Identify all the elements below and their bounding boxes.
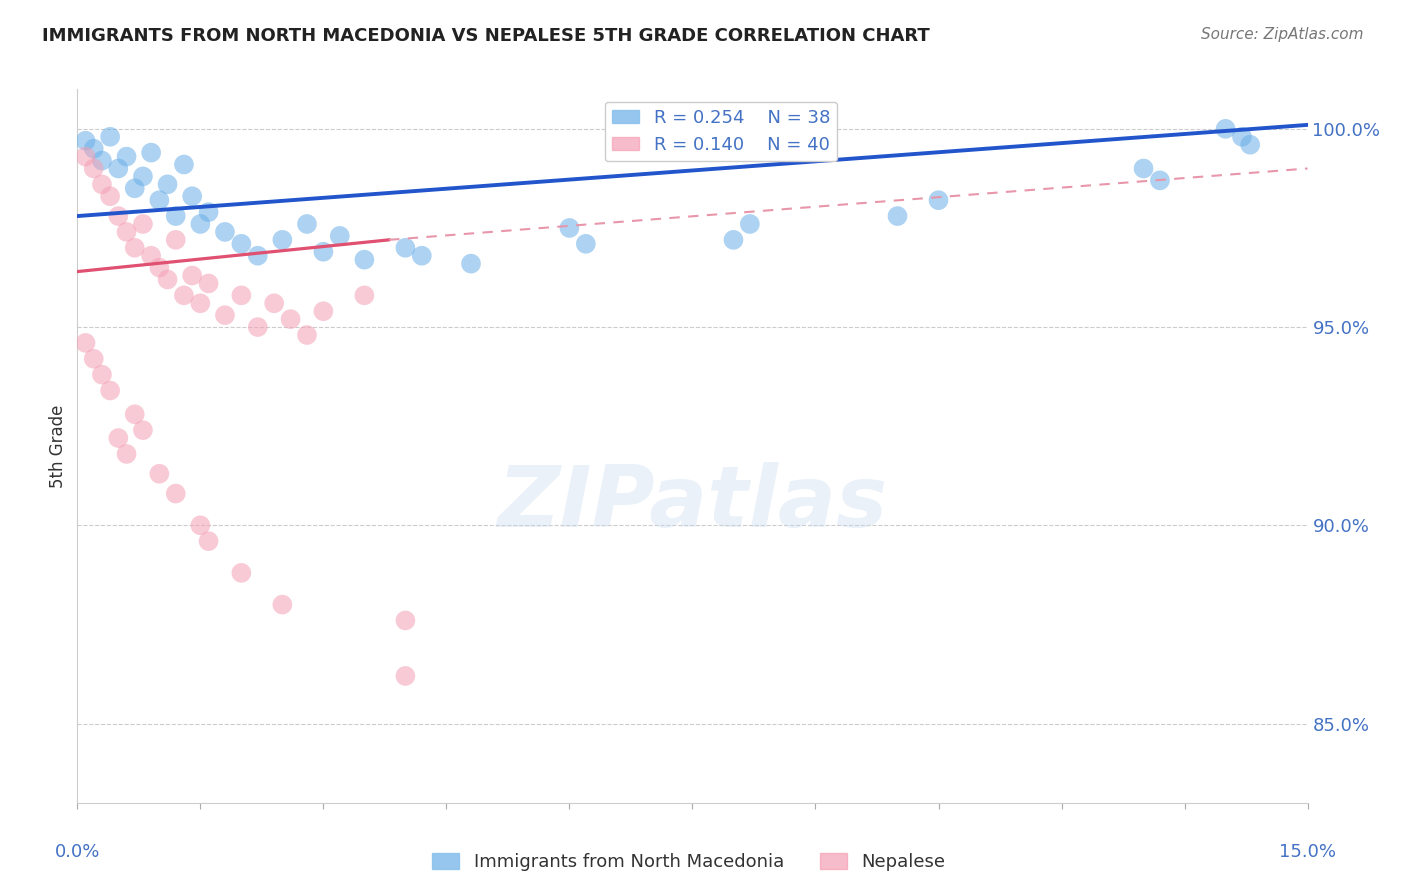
Legend: R = 0.254    N = 38, R = 0.140    N = 40: R = 0.254 N = 38, R = 0.140 N = 40 bbox=[605, 102, 837, 161]
Point bbox=[246, 320, 269, 334]
Point bbox=[738, 217, 761, 231]
Point bbox=[181, 189, 204, 203]
Point bbox=[98, 189, 121, 203]
Point bbox=[460, 257, 482, 271]
Point bbox=[124, 407, 146, 421]
Point bbox=[1239, 137, 1261, 152]
Point bbox=[231, 288, 253, 302]
Point bbox=[124, 241, 146, 255]
Point bbox=[575, 236, 598, 251]
Text: 0.0%: 0.0% bbox=[55, 843, 100, 861]
Point bbox=[98, 384, 121, 398]
Point bbox=[90, 178, 114, 192]
Point bbox=[312, 304, 335, 318]
Point bbox=[197, 277, 219, 291]
Point bbox=[188, 518, 212, 533]
Point bbox=[723, 233, 745, 247]
Point bbox=[181, 268, 204, 283]
Point bbox=[295, 217, 318, 231]
Point bbox=[231, 566, 253, 580]
Point bbox=[132, 169, 155, 184]
Text: 15.0%: 15.0% bbox=[1279, 843, 1336, 861]
Point bbox=[83, 161, 105, 176]
Point bbox=[156, 272, 179, 286]
Point bbox=[148, 193, 170, 207]
Point bbox=[295, 328, 318, 343]
Point bbox=[271, 233, 294, 247]
Point bbox=[353, 288, 375, 302]
Point bbox=[188, 296, 212, 310]
Point bbox=[197, 205, 219, 219]
Point bbox=[312, 244, 335, 259]
Point bbox=[214, 308, 236, 322]
Point bbox=[141, 249, 163, 263]
Point bbox=[75, 335, 97, 350]
Point bbox=[329, 228, 352, 243]
Point bbox=[1132, 161, 1154, 176]
Point bbox=[394, 241, 416, 255]
Point bbox=[132, 217, 155, 231]
Point bbox=[148, 260, 170, 275]
Point bbox=[1230, 129, 1253, 144]
Point bbox=[271, 598, 294, 612]
Point bbox=[75, 150, 97, 164]
Point bbox=[156, 178, 179, 192]
Point bbox=[83, 351, 105, 366]
Point bbox=[928, 193, 950, 207]
Point bbox=[115, 150, 138, 164]
Point bbox=[141, 145, 163, 160]
Point bbox=[165, 233, 187, 247]
Point bbox=[124, 181, 146, 195]
Point bbox=[1215, 121, 1237, 136]
Point bbox=[107, 209, 129, 223]
Point bbox=[886, 209, 908, 223]
Text: ZIPatlas: ZIPatlas bbox=[498, 461, 887, 545]
Y-axis label: 5th Grade: 5th Grade bbox=[49, 404, 67, 488]
Point bbox=[394, 669, 416, 683]
Point bbox=[83, 142, 105, 156]
Point bbox=[115, 447, 138, 461]
Point bbox=[246, 249, 269, 263]
Point bbox=[165, 486, 187, 500]
Point bbox=[115, 225, 138, 239]
Point bbox=[132, 423, 155, 437]
Point bbox=[90, 368, 114, 382]
Text: Source: ZipAtlas.com: Source: ZipAtlas.com bbox=[1201, 27, 1364, 42]
Point bbox=[558, 221, 581, 235]
Point bbox=[411, 249, 433, 263]
Point bbox=[173, 157, 195, 171]
Point bbox=[280, 312, 302, 326]
Point bbox=[148, 467, 170, 481]
Point bbox=[214, 225, 236, 239]
Point bbox=[188, 217, 212, 231]
Point bbox=[197, 534, 219, 549]
Point bbox=[1149, 173, 1171, 187]
Point bbox=[107, 431, 129, 445]
Point bbox=[165, 209, 187, 223]
Point bbox=[231, 236, 253, 251]
Text: IMMIGRANTS FROM NORTH MACEDONIA VS NEPALESE 5TH GRADE CORRELATION CHART: IMMIGRANTS FROM NORTH MACEDONIA VS NEPAL… bbox=[42, 27, 929, 45]
Point bbox=[98, 129, 121, 144]
Point bbox=[353, 252, 375, 267]
Point bbox=[263, 296, 285, 310]
Legend: Immigrants from North Macedonia, Nepalese: Immigrants from North Macedonia, Nepales… bbox=[425, 846, 953, 879]
Point bbox=[394, 614, 416, 628]
Point bbox=[90, 153, 114, 168]
Point bbox=[173, 288, 195, 302]
Point bbox=[107, 161, 129, 176]
Point bbox=[75, 134, 97, 148]
